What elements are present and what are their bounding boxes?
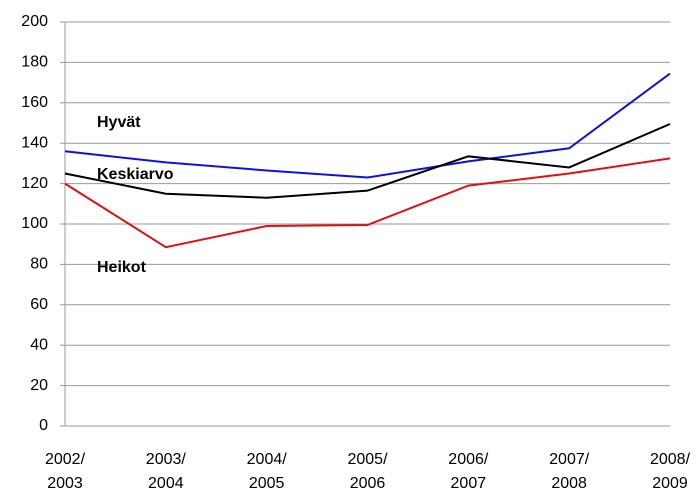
x-tick-label: 2008/2009 (650, 451, 691, 492)
series-label: Hyvät (97, 114, 141, 131)
y-tick-label: 120 (21, 175, 48, 192)
series-line (64, 157, 671, 249)
y-tick-label: 0 (39, 417, 48, 434)
x-tick-label: 2005/2006 (347, 451, 388, 492)
y-tick-label: 180 (21, 54, 48, 71)
y-tick-label: 80 (30, 256, 48, 273)
y-tick-label: 160 (21, 94, 48, 111)
series-label: Keskiarvo (97, 166, 174, 183)
y-tick-label: 140 (21, 134, 48, 151)
series-label: Heikot (97, 259, 147, 276)
x-tick-label: 2006/2007 (448, 451, 489, 492)
x-tick-label: 2004/2005 (247, 451, 288, 492)
series-line (64, 72, 671, 179)
y-tick-label: 40 (30, 336, 48, 353)
y-tick-label: 200 (21, 13, 48, 30)
y-tick-label: 20 (30, 377, 48, 394)
y-tick-label: 60 (30, 296, 48, 313)
x-tick-label: 2003/2004 (146, 451, 187, 492)
y-tick-label: 100 (21, 215, 48, 232)
series-line (64, 123, 671, 199)
x-tick-label: 2007/2008 (549, 451, 590, 492)
x-tick-label: 2002/2003 (45, 451, 86, 492)
